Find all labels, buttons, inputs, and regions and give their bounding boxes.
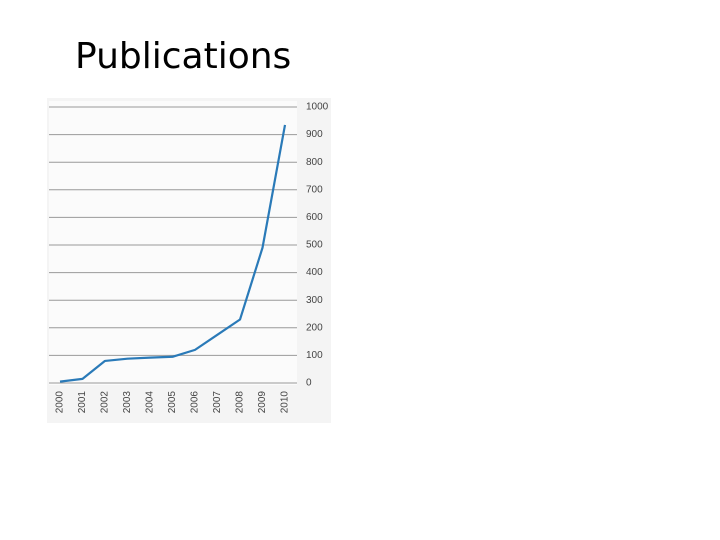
x-tick-label: 2010 xyxy=(280,391,291,414)
y-tick-label: 0 xyxy=(306,378,312,389)
x-tick-label: 2005 xyxy=(167,391,178,414)
x-tick-label: 2004 xyxy=(145,391,156,414)
data-line xyxy=(59,124,287,383)
x-tick-label: 2002 xyxy=(100,391,111,414)
x-tick-label: 2007 xyxy=(212,391,223,414)
y-tick-label: 200 xyxy=(306,322,323,333)
x-tick-label: 2000 xyxy=(55,391,66,414)
x-tick-label: 2009 xyxy=(257,391,268,414)
y-tick-label: 100 xyxy=(306,350,323,361)
x-tick-label: 2003 xyxy=(122,391,133,414)
y-tick-label: 800 xyxy=(306,157,323,168)
plot-area xyxy=(49,101,297,385)
x-tick-label: 2001 xyxy=(77,391,88,414)
y-tick-label: 900 xyxy=(306,129,323,140)
y-tick-label: 500 xyxy=(306,240,323,251)
y-tick-label: 600 xyxy=(306,212,323,223)
y-tick-label: 400 xyxy=(306,267,323,278)
y-tick-label: 300 xyxy=(306,295,323,306)
y-tick-label: 1000 xyxy=(306,102,329,113)
x-tick-label: 2006 xyxy=(190,391,201,414)
x-tick-label: 2008 xyxy=(235,391,246,414)
y-tick-label: 700 xyxy=(306,184,323,195)
chart-title: Publications xyxy=(75,36,291,77)
